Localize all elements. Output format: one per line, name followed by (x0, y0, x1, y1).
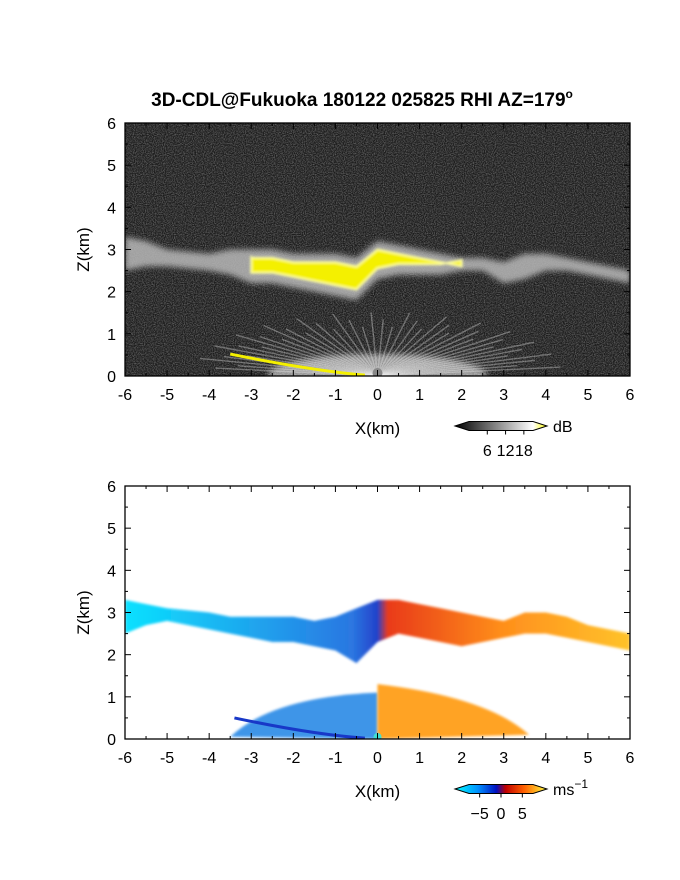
x-tick-label: 0 (373, 387, 382, 404)
colorbar-label: dB (553, 419, 573, 436)
colorbar-tick-label: 18 (515, 443, 533, 460)
ground-echo (234, 716, 365, 739)
x-tick-label: 2 (457, 750, 466, 767)
colorbar-tick-label: 12 (497, 443, 515, 460)
x-tick-label: -5 (160, 750, 174, 767)
colorbar: −5 0 5 ms−1 (453, 777, 588, 823)
near-field-positive (377, 684, 529, 739)
x-tick-label: -4 (202, 750, 216, 767)
chart-title: 3D-CDL@Fukuoka 180122 025825 RHI AZ=179o (151, 87, 573, 111)
x-tick-label: 4 (541, 750, 550, 767)
x-tick-label: 2 (457, 387, 466, 404)
x-tick-label: -1 (328, 387, 342, 404)
colorbar-tick-label: −5 (471, 806, 489, 823)
plot-area (125, 486, 630, 739)
y-tick-label: 3 (107, 606, 116, 623)
y-tick-label: 3 (107, 243, 116, 260)
y-tick-label: 4 (107, 563, 116, 580)
x-tick-label: -6 (118, 750, 132, 767)
colorbar-tick-label: 5 (518, 806, 527, 823)
x-tick-label: 1 (415, 387, 424, 404)
x-tick-label: 1 (415, 750, 424, 767)
y-tick-label: 1 (107, 690, 116, 707)
y-axis-label: Z(km) (74, 227, 93, 271)
colorbar-tick-label: 0 (497, 806, 506, 823)
ground-echo (229, 352, 365, 376)
y-tick-label: 4 (107, 200, 116, 217)
x-tick-label: 5 (583, 387, 592, 404)
x-tick-label: 5 (583, 750, 592, 767)
y-tick-label: 6 (107, 479, 116, 496)
x-tick-label: -2 (286, 387, 300, 404)
y-tick-label: 5 (107, 158, 116, 175)
near-field-negative (230, 692, 378, 739)
y-axis-label: Z(km) (74, 590, 93, 634)
x-axis-label: X(km) (355, 782, 400, 801)
x-axis-label: X(km) (355, 419, 400, 438)
y-tick-label: 1 (107, 327, 116, 344)
x-tick-label: 4 (541, 387, 550, 404)
colorbar-bar (453, 784, 549, 794)
y-tick-label: 6 (107, 116, 116, 133)
colorbar-tick-label: 6 (483, 443, 492, 460)
y-tick-label: 0 (107, 369, 116, 386)
x-tick-label: 6 (626, 750, 635, 767)
colorbar-bar (453, 421, 549, 431)
x-tick-label: 0 (373, 750, 382, 767)
x-tick-label: -2 (286, 750, 300, 767)
y-tick-label: 2 (107, 648, 116, 665)
colorbar-label: ms−1 (553, 777, 588, 799)
x-tick-label: 3 (499, 750, 508, 767)
x-tick-label: -4 (202, 387, 216, 404)
colorbar: 6 12 18 dB (453, 419, 573, 460)
y-tick-label: 2 (107, 285, 116, 302)
strong-echo (250, 248, 463, 291)
y-tick-label: 5 (107, 521, 116, 538)
x-tick-label: -5 (160, 387, 174, 404)
y-tick-label: 0 (107, 732, 116, 749)
plot-area (125, 123, 630, 376)
colorbar-label-exponent: −1 (574, 777, 588, 791)
x-tick-label: 3 (499, 387, 508, 404)
x-tick-label: -3 (244, 387, 258, 404)
x-tick-label: -1 (328, 750, 342, 767)
cloud-layer (125, 599, 630, 664)
x-tick-label: -3 (244, 750, 258, 767)
x-tick-label: 6 (626, 387, 635, 404)
x-tick-label: -6 (118, 387, 132, 404)
